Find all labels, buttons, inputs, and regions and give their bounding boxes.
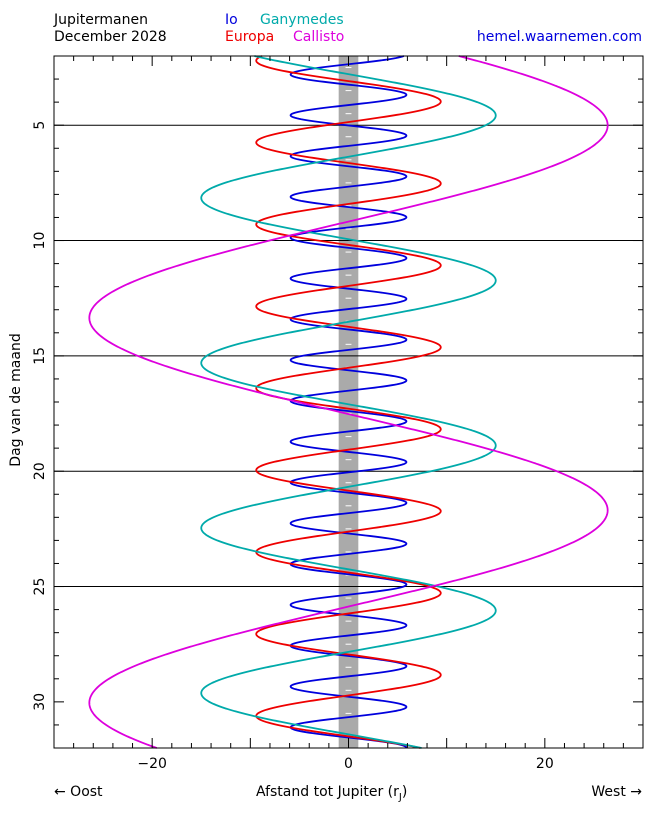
x-axis-label: Afstand tot Jupiter (rJ) (256, 784, 407, 806)
axis-ticks (53, 55, 644, 749)
legend-europa: Europa (225, 29, 275, 45)
legend-ganymedes: Ganymedes (260, 12, 344, 28)
x-tick-label: 0 (344, 756, 353, 772)
curve-callisto (88, 55, 609, 749)
tick-labels: −20 0 20 5 10 15 20 25 30 (32, 121, 554, 772)
x-tick-label: 20 (536, 756, 554, 772)
y-tick-label: 10 (32, 232, 48, 250)
chart-title: Jupitermanen (54, 12, 148, 28)
moon-curves (88, 55, 609, 749)
y-tick-label: 30 (32, 693, 48, 711)
chart-date: December 2028 (54, 29, 167, 45)
x-tick-label: −20 (137, 756, 167, 772)
curve-europa (255, 55, 442, 749)
curve-ganymedes (200, 55, 497, 749)
x-axis-label-sub: J (398, 791, 402, 803)
east-direction-label: ← Oost (54, 784, 103, 800)
legend-io: Io (225, 12, 238, 28)
y-tick-label: 25 (32, 578, 48, 596)
west-direction-label: West → (591, 784, 642, 800)
x-axis-label-main: Afstand tot Jupiter (r (256, 784, 399, 800)
y-tick-label: 15 (32, 347, 48, 365)
y-axis-label: Dag van de maand (8, 333, 24, 466)
site-link[interactable]: hemel.waarnemen.com (476, 29, 642, 45)
curve-io (289, 55, 408, 749)
legend-callisto: Callisto (293, 29, 345, 45)
y-tick-label: 20 (32, 462, 48, 480)
x-axis-label-end: ) (401, 784, 408, 800)
y-tick-label: 5 (32, 121, 48, 130)
